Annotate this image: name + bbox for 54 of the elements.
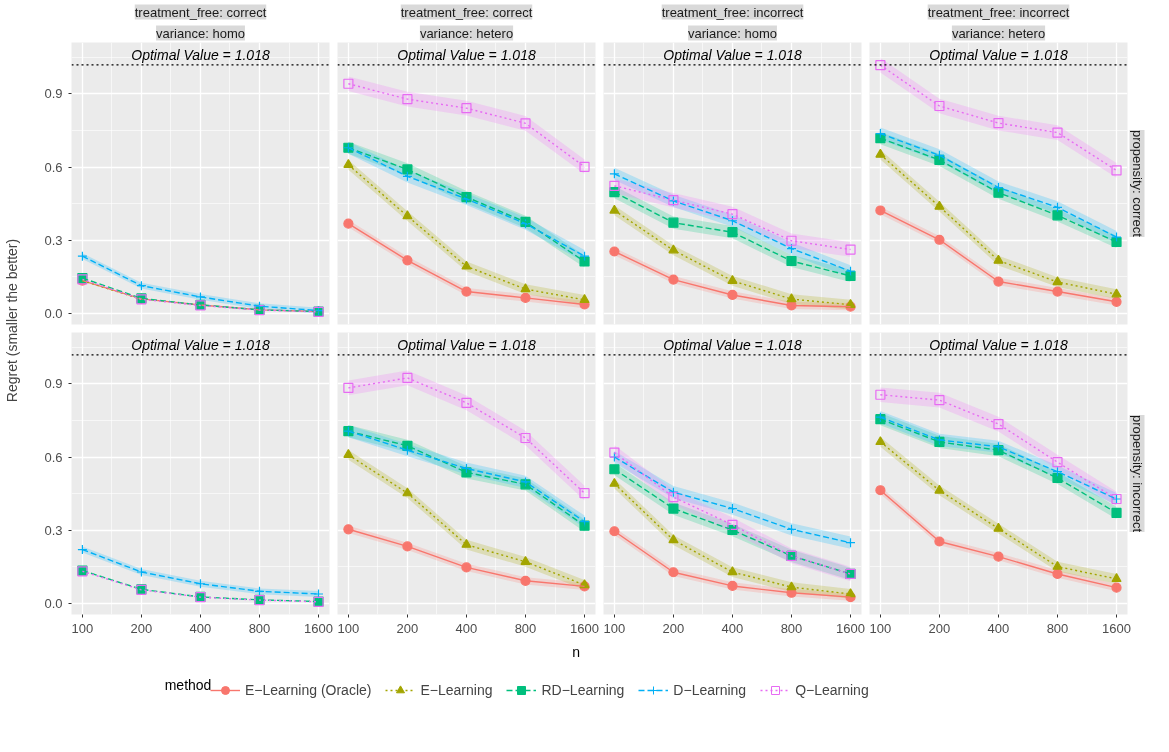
ref-line-label: Optimal Value = 1.018 [929, 46, 1068, 63]
ref-line-label: Optimal Value = 1.018 [397, 336, 536, 353]
x-tick-label: 200 [130, 620, 153, 636]
legend-label: Q−Learning [795, 682, 869, 698]
x-tick-label: 400 [721, 620, 744, 636]
x-tick-label: 1600 [570, 620, 599, 636]
x-tick-label: 100 [869, 620, 892, 636]
x-tick-label: 200 [928, 620, 951, 636]
ref-line-label: Optimal Value = 1.018 [131, 336, 270, 353]
chart-title: treatment_free: incorrect [927, 4, 1070, 20]
x-tick-label: 1600 [1102, 620, 1131, 636]
chart-title: treatment_free: correct [400, 4, 533, 20]
chart-subtitle: variance: homo [688, 25, 777, 41]
x-tick-label: 400 [189, 620, 212, 636]
x-tick-label: 400 [987, 620, 1010, 636]
chart-subtitle: variance: homo [156, 25, 245, 41]
ref-line-label: Optimal Value = 1.018 [131, 46, 270, 63]
y-tick-label: 0.6 [44, 159, 63, 175]
ref-line-label: Optimal Value = 1.018 [929, 336, 1068, 353]
x-tick-label: 800 [1046, 620, 1069, 636]
x-tick-label: 400 [455, 620, 478, 636]
legend-title: method [164, 676, 212, 693]
y-tick-label: 0.9 [44, 86, 63, 102]
x-tick-label: 1600 [304, 620, 333, 636]
chart-title: treatment_free: incorrect [661, 4, 804, 20]
text: propensity: incorrect [1129, 414, 1145, 533]
ref-line-label: Optimal Value = 1.018 [397, 46, 536, 63]
y-tick-label: 0.0 [44, 306, 63, 322]
x-axis-title: n [572, 643, 581, 660]
chart-subtitle: variance: hetero [419, 25, 514, 41]
x-tick-label: 800 [780, 620, 803, 636]
x-tick-label: 100 [603, 620, 626, 636]
y-tick-label: 0.0 [44, 596, 63, 612]
y-tick-label: 0.9 [44, 376, 63, 392]
y-tick-label: 0.6 [44, 449, 63, 465]
x-tick-label: 200 [396, 620, 419, 636]
x-tick-label: 800 [248, 620, 271, 636]
legend-label: D−Learning [673, 682, 747, 698]
y-tick-label: 0.3 [44, 232, 63, 248]
x-tick-label: 1600 [836, 620, 865, 636]
x-tick-label: 100 [71, 620, 94, 636]
legend-label: RD−Learning [541, 682, 625, 698]
chart-title: treatment_free: correct [134, 4, 267, 20]
legend-label: E−Learning [420, 682, 493, 698]
x-tick-label: 800 [514, 620, 537, 636]
ref-line-label: Optimal Value = 1.018 [663, 46, 802, 63]
y-axis-title: Regret (smaller the better) [3, 238, 20, 403]
chart-subtitle: variance: hetero [951, 25, 1046, 41]
ref-line-label: Optimal Value = 1.018 [663, 336, 802, 353]
x-tick-label: 200 [662, 620, 685, 636]
legend-label: E−Learning (Oracle) [245, 682, 372, 698]
y-tick-label: 0.3 [44, 522, 63, 538]
x-tick-label: 100 [337, 620, 360, 636]
text: propensity: correct [1129, 130, 1145, 238]
